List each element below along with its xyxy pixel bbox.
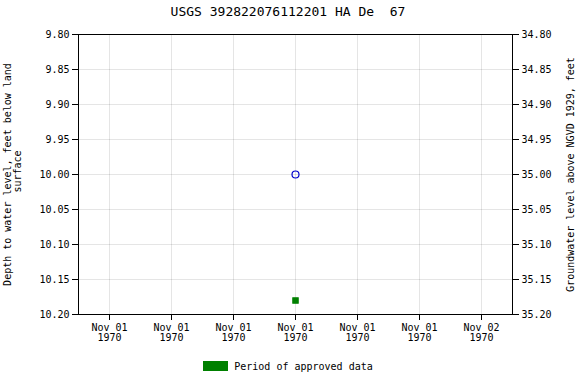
svg-text:Nov 011970: Nov 011970 bbox=[277, 322, 313, 343]
svg-text:34.95: 34.95 bbox=[522, 134, 552, 145]
svg-text:Groundwater level above NGVD 1: Groundwater level above NGVD 1929, feet bbox=[565, 57, 576, 292]
svg-text:Nov 011970: Nov 011970 bbox=[91, 322, 127, 343]
svg-text:9.95: 9.95 bbox=[45, 134, 69, 145]
svg-text:Nov 021970: Nov 021970 bbox=[463, 322, 499, 343]
html-text:Period of approved data: Period of approved data bbox=[234, 360, 373, 372]
svg-text:Depth to water level, feet bel: Depth to water level, feet below land su… bbox=[2, 63, 23, 286]
svg-text:35.05: 35.05 bbox=[522, 204, 552, 215]
svg-text:34.90: 34.90 bbox=[522, 99, 552, 110]
html-text:USGS 392822076112201 HA De 67: USGS 392822076112201 HA De 67 bbox=[170, 4, 406, 19]
svg-text:10.20: 10.20 bbox=[39, 309, 69, 320]
svg-text:10.00: 10.00 bbox=[39, 169, 69, 180]
svg-text:35.20: 35.20 bbox=[522, 309, 552, 320]
svg-text:10.10: 10.10 bbox=[39, 239, 69, 250]
svg-text:35.15: 35.15 bbox=[522, 274, 552, 285]
svg-text:10.15: 10.15 bbox=[39, 274, 69, 285]
svg-text:Nov 011970: Nov 011970 bbox=[339, 322, 375, 343]
svg-text:9.85: 9.85 bbox=[45, 64, 69, 75]
svg-text:34.80: 34.80 bbox=[522, 29, 552, 40]
svg-text:Nov 011970: Nov 011970 bbox=[215, 322, 251, 343]
svg-text:Nov 011970: Nov 011970 bbox=[401, 322, 437, 343]
svg-text:9.90: 9.90 bbox=[45, 99, 69, 110]
svg-text:Nov 011970: Nov 011970 bbox=[153, 322, 189, 343]
svg-text:34.85: 34.85 bbox=[522, 64, 552, 75]
svg-text:35.00: 35.00 bbox=[522, 169, 552, 180]
svg-text:9.80: 9.80 bbox=[45, 29, 69, 40]
svg-text:10.05: 10.05 bbox=[39, 204, 69, 215]
svg-text:35.10: 35.10 bbox=[522, 239, 552, 250]
